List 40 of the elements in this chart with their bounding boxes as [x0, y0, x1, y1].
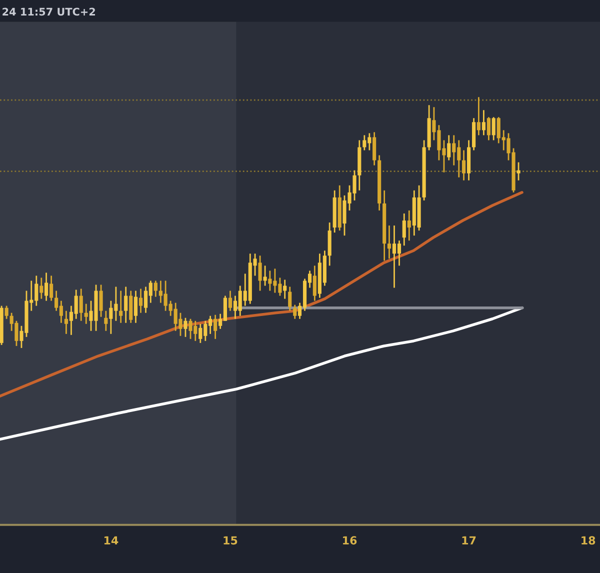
candlestick [263, 264, 267, 286]
x-tick-label: 18 [582, 536, 596, 545]
candlestick [44, 272, 48, 302]
candlestick [40, 277, 44, 300]
candlestick [50, 275, 54, 302]
candlestick [184, 317, 188, 338]
candlestick [312, 264, 316, 302]
candlestick [138, 288, 143, 314]
candlestick [134, 290, 138, 324]
candlestick [258, 254, 262, 292]
x-tick-label: 15 [224, 536, 238, 545]
candlestick [476, 96, 480, 136]
candlestick [119, 290, 123, 324]
candlestick [99, 284, 103, 318]
candlestick [84, 303, 88, 325]
candlestick [486, 116, 490, 141]
x-tick-label: 16 [343, 536, 357, 545]
x-tick-label: 17 [462, 536, 476, 544]
candlestick [104, 310, 108, 332]
candlestick [516, 162, 520, 182]
candlestick [228, 290, 232, 312]
candlestick [64, 310, 68, 335]
candlestick [482, 109, 486, 136]
x-tick-label: 14 [104, 536, 118, 544]
candlestick [447, 134, 451, 161]
candlestick [462, 150, 466, 182]
candlestick [283, 279, 287, 300]
candlestick [407, 210, 411, 242]
candlestick [372, 132, 376, 166]
candlestick [124, 286, 128, 324]
candlestick [79, 288, 83, 322]
candlestick [154, 280, 158, 298]
candlestick [4, 305, 8, 320]
candlestick [293, 304, 297, 320]
candlestick [402, 212, 406, 246]
text: 24 11:57 UTC+2 [2, 8, 95, 16]
candlestick [288, 286, 292, 312]
candlestick [387, 224, 392, 260]
candlestick [492, 116, 496, 141]
candlestick [214, 314, 218, 340]
